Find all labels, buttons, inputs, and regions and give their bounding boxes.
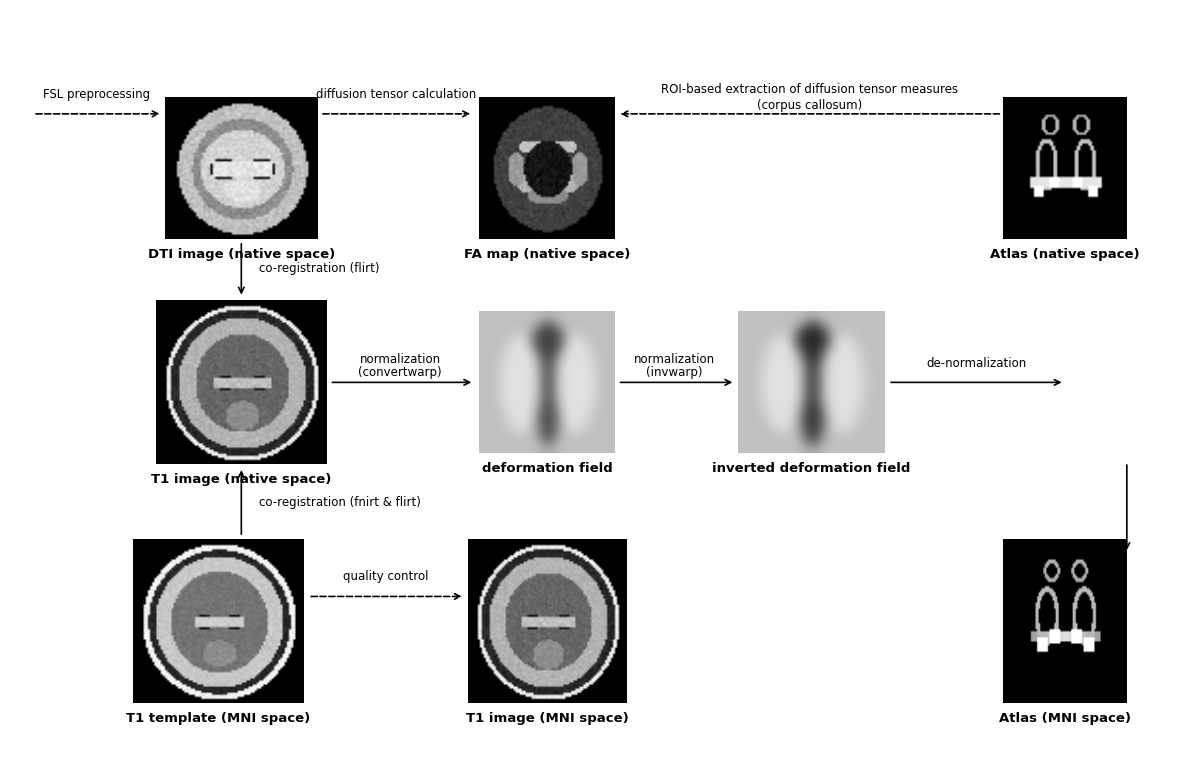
Bar	[132, 540, 304, 703]
Text: Atlas (MNI space): Atlas (MNI space)	[998, 713, 1130, 725]
Bar	[468, 540, 626, 703]
Bar	[156, 301, 326, 464]
Text: (corpus callosum): (corpus callosum)	[757, 99, 862, 112]
Text: de-normalization: de-normalization	[926, 357, 1026, 370]
Text: FSL preprocessing: FSL preprocessing	[43, 88, 150, 101]
Text: diffusion tensor calculation: diffusion tensor calculation	[317, 88, 476, 101]
Text: FA map (native space): FA map (native space)	[464, 248, 630, 261]
Text: Atlas (native space): Atlas (native space)	[990, 248, 1139, 261]
Text: DTI image (native space): DTI image (native space)	[148, 248, 335, 261]
Text: T1 template (MNI space): T1 template (MNI space)	[126, 713, 310, 725]
Text: (convertwarp): (convertwarp)	[359, 366, 442, 379]
Text: deformation field: deformation field	[481, 462, 612, 475]
Text: T1 image (native space): T1 image (native space)	[151, 472, 331, 486]
Bar	[164, 97, 318, 239]
Bar	[480, 312, 614, 453]
Text: co-registration (flirt): co-registration (flirt)	[259, 262, 379, 275]
Text: ROI-based extraction of diffusion tensor measures: ROI-based extraction of diffusion tensor…	[661, 83, 958, 96]
Text: quality control: quality control	[343, 571, 428, 584]
Text: normalization: normalization	[360, 354, 440, 367]
Text: T1 image (MNI space): T1 image (MNI space)	[466, 713, 629, 725]
Bar	[1003, 540, 1127, 703]
Text: co-registration (fnirt & flirt): co-registration (fnirt & flirt)	[259, 496, 421, 509]
Text: (invwarp): (invwarp)	[646, 366, 702, 379]
Bar	[480, 97, 614, 239]
Text: normalization: normalization	[634, 354, 715, 367]
Bar	[1003, 97, 1127, 239]
Bar	[738, 312, 886, 453]
Text: inverted deformation field: inverted deformation field	[713, 462, 911, 475]
